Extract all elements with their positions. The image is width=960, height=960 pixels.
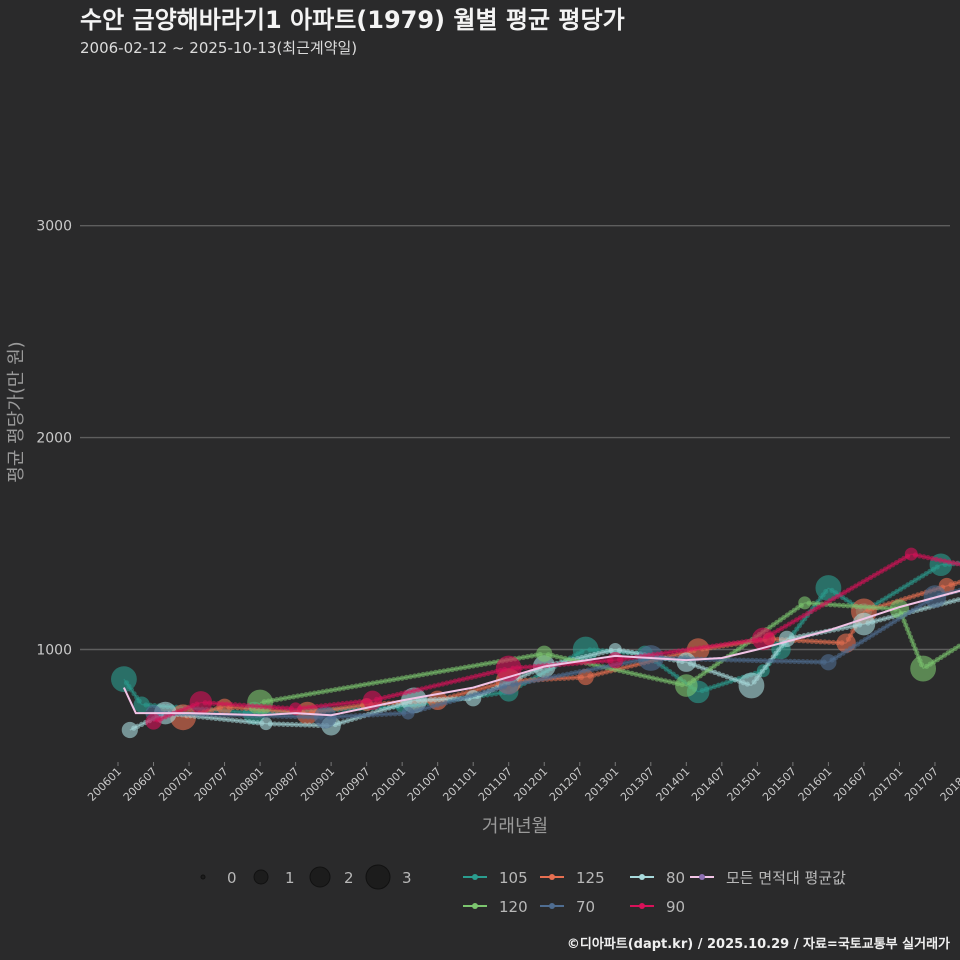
series-80-point <box>778 630 796 648</box>
credit: ©디아파트(dapt.kr) / 2025.10.29 / 자료=국토교통부 실… <box>567 936 950 952</box>
series-105-line <box>863 564 942 612</box>
legend-label-90: 90 <box>666 898 685 916</box>
series-90-point <box>145 713 162 730</box>
series-80-point <box>676 652 697 672</box>
chart-title: 수안 금양해바라기1 아파트(1979) 월별 평균 평당가 <box>80 6 625 34</box>
legend-dot-overall <box>699 874 705 880</box>
y-axis-ticks: 1000 2000 3000 <box>36 219 72 659</box>
series-90 <box>145 547 960 730</box>
legend-dot-105 <box>472 874 478 880</box>
series-105-point <box>111 666 137 693</box>
series-120-line <box>685 602 806 687</box>
series-90-line <box>200 701 296 710</box>
legend-size-label-2: 2 <box>344 869 354 887</box>
series-120-point <box>798 596 812 610</box>
legend-size-3 <box>365 864 391 890</box>
series-70-line <box>650 657 829 663</box>
series-90-line <box>372 667 509 701</box>
series-80-point <box>121 721 138 739</box>
series-90-line <box>295 699 373 710</box>
series-125-line <box>946 581 960 587</box>
series-90-point <box>289 702 303 716</box>
legend-dot-120 <box>472 903 478 909</box>
legend-label-70: 70 <box>576 898 595 916</box>
x-axis-label: 거래년월 <box>482 816 548 837</box>
series-90-line <box>762 553 912 640</box>
series-70-line <box>325 712 409 718</box>
y-tick-3000: 3000 <box>36 219 72 235</box>
series-120-line <box>922 644 960 670</box>
series-90-point <box>904 547 918 561</box>
legend-size-1 <box>253 869 269 885</box>
series-70-line <box>828 595 936 663</box>
series-70-point <box>820 654 837 671</box>
legend-label-120: 120 <box>499 898 528 916</box>
legend-dot-80 <box>639 874 645 880</box>
series-90-point <box>189 691 213 714</box>
legend-size-label-1: 1 <box>285 869 295 887</box>
y-axis-label: 평균 평당가(만 원) <box>6 341 27 482</box>
plot-area <box>111 547 960 739</box>
legend-size-label-3: 3 <box>402 869 412 887</box>
series-80-point <box>738 672 765 699</box>
chart-subtitle: 2006-02-12 ~ 2025-10-13(최근계약일) <box>80 39 357 57</box>
y-tick-1000: 1000 <box>36 643 72 659</box>
legend: 0 1 2 3 105 125 80 120 70 90 모든 면적대 평균값 <box>200 864 846 916</box>
legend-size-label-0: 0 <box>227 869 237 887</box>
gridlines <box>80 224 950 651</box>
series-70-line <box>407 684 509 714</box>
legend-label-105: 105 <box>499 869 528 887</box>
series-120-line <box>544 653 687 687</box>
legend-size-0 <box>200 874 206 880</box>
series-90-line <box>911 553 960 565</box>
legend-dot-125 <box>549 874 555 880</box>
series-70-point <box>313 706 337 729</box>
series-120-point <box>910 655 937 682</box>
legend-label-80: 80 <box>666 869 685 887</box>
y-tick-2000: 2000 <box>36 431 72 447</box>
series-90-point <box>751 627 775 651</box>
series-120-line <box>259 653 545 704</box>
legend-dot-70 <box>549 903 555 909</box>
legend-size-2 <box>309 866 331 888</box>
overall-average-line <box>122 589 960 717</box>
series-70-line <box>508 657 651 687</box>
series-120-point <box>536 645 553 662</box>
series-80-point <box>852 612 876 636</box>
legend-label-overall: 모든 면적대 평균값 <box>726 869 846 887</box>
series-120-point <box>675 674 698 697</box>
legend-dot-90 <box>639 903 645 909</box>
series-80-point <box>259 717 273 731</box>
series-90-point <box>607 651 624 669</box>
legend-label-125: 125 <box>576 869 605 887</box>
series-120-point <box>247 689 273 716</box>
series-70-point <box>401 706 415 720</box>
